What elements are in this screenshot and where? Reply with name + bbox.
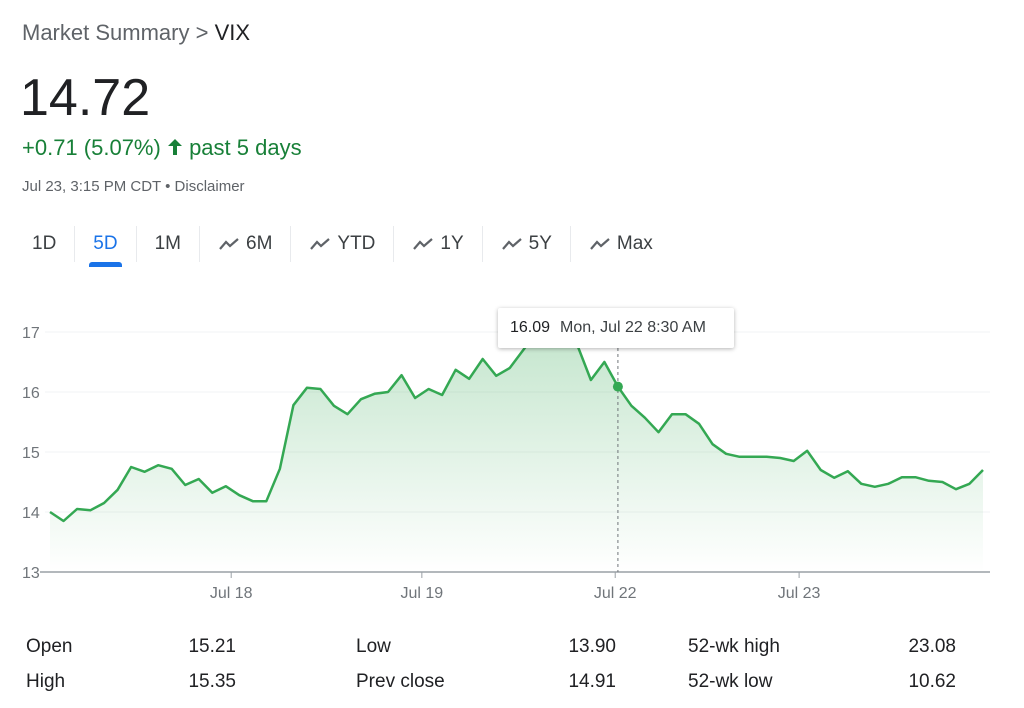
stat-value: 23.08 <box>908 636 956 657</box>
tab-1y[interactable]: 1Y <box>393 226 481 262</box>
disclaimer-link[interactable]: Disclaimer <box>174 178 245 195</box>
tab-label: 6M <box>246 233 273 254</box>
tab-label: 1M <box>154 233 181 254</box>
area-fill <box>50 323 983 572</box>
tab-max[interactable]: Max <box>569 226 671 262</box>
x-tick-label: Jul 22 <box>594 585 637 602</box>
tooltip-value: 16.09 <box>510 319 551 336</box>
chart-tooltip: 16.09 Mon, Jul 22 8:30 AM <box>498 308 734 348</box>
stat-label: Prev close <box>356 671 445 692</box>
trend-line-icon <box>310 238 331 250</box>
price-chart[interactable]: 13 14 15 16 17 Jul 18 Jul 19 Jul 22 Jul 23 <box>0 300 1024 620</box>
breadcrumb: Market Summary > VIX <box>22 20 250 46</box>
stat-label: 52-wk low <box>688 671 773 692</box>
tab-5d[interactable]: 5D <box>74 226 135 267</box>
x-tick-label: Jul 23 <box>778 585 821 602</box>
trend-line-icon <box>219 238 239 250</box>
y-tick-label: 15 <box>22 445 40 462</box>
range-tabs: 1D 5D 1M 6M YTD 1Y 5Y Max <box>18 226 671 267</box>
tooltip-time: Mon, Jul 22 8:30 AM <box>560 319 706 336</box>
price-change: +0.71 (5.07%) past 5 days <box>22 135 302 161</box>
stat-value: 15.35 <box>188 671 236 692</box>
tab-label: 5D <box>93 233 118 254</box>
tab-1m[interactable]: 1M <box>135 226 199 262</box>
stat-label: Open <box>26 636 73 657</box>
x-tick-label: Jul 18 <box>210 585 253 602</box>
hover-point <box>612 381 623 392</box>
timestamp-line: Jul 23, 3:15 PM CDT • Disclaimer <box>22 178 245 195</box>
change-value: +0.71 (5.07%) <box>22 135 161 160</box>
arrow-up-icon <box>167 139 182 155</box>
stat-value: 14.91 <box>568 671 616 692</box>
price-line <box>49 321 984 523</box>
tab-label: Max <box>616 233 653 254</box>
trend-line-icon <box>413 238 434 250</box>
separator: • <box>160 178 175 195</box>
tab-label: 1D <box>32 233 57 254</box>
trend-line-icon <box>501 238 522 250</box>
y-tick-label: 16 <box>22 385 40 402</box>
tab-label: 5Y <box>528 233 552 254</box>
breadcrumb-parent[interactable]: Market Summary <box>22 20 190 45</box>
current-price: 14.72 <box>20 69 151 127</box>
tab-1d[interactable]: 1D <box>18 226 74 262</box>
tab-ytd[interactable]: YTD <box>290 226 393 262</box>
tab-5y[interactable]: 5Y <box>481 226 570 262</box>
tab-label: YTD <box>337 233 376 254</box>
y-tick-label: 17 <box>22 325 40 342</box>
timestamp: Jul 23, 3:15 PM CDT <box>22 178 161 195</box>
y-tick-label: 14 <box>22 505 40 522</box>
stat-value: 13.90 <box>568 636 616 657</box>
stat-label: Low <box>356 636 391 657</box>
tab-6m[interactable]: 6M <box>199 226 290 262</box>
stat-label: 52-wk high <box>688 636 780 657</box>
breadcrumb-current: VIX <box>214 20 251 45</box>
stat-label: High <box>26 671 66 692</box>
stat-value: 10.62 <box>908 671 956 692</box>
x-tick-label: Jul 19 <box>400 585 443 602</box>
stat-value: 15.21 <box>188 636 236 657</box>
y-tick-label: 13 <box>22 565 40 582</box>
trend-line-icon <box>590 238 610 250</box>
breadcrumb-separator: > <box>189 20 215 45</box>
change-period: past 5 days <box>189 135 302 160</box>
tab-label: 1Y <box>440 233 464 254</box>
